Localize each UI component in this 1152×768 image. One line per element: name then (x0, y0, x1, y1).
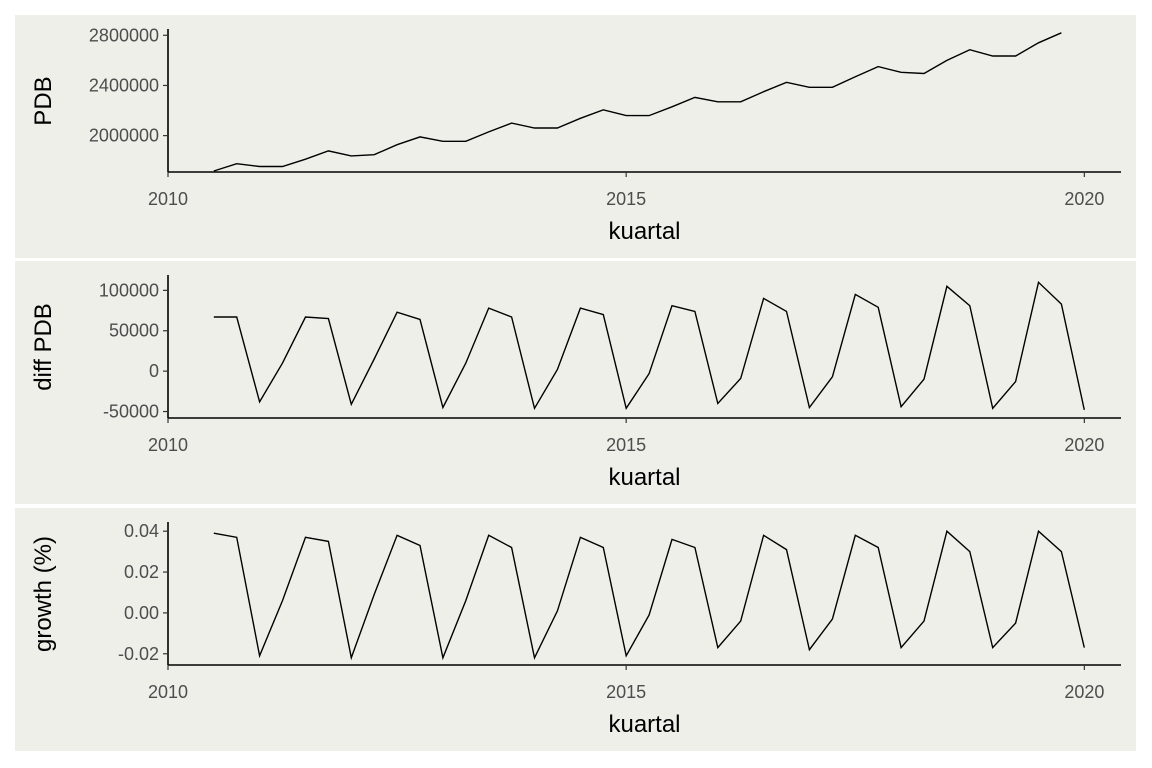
x-tick-label: 2015 (606, 189, 646, 209)
y-axis-title: diff PDB (30, 303, 57, 391)
x-tick-label: 2010 (148, 435, 188, 455)
x-tick-label: 2020 (1064, 682, 1104, 702)
y-tick-label: 2400000 (89, 75, 159, 95)
y-tick-label: 100000 (99, 280, 159, 300)
y-axis-title: PDB (30, 76, 57, 125)
chart-svg: 2010 2015 2020 2000000 2400000 2800000 kuartal… (30, 25, 1121, 245)
x-tick-label: 2010 (148, 682, 188, 702)
chart-svg: 2010 2015 2020 -0.02 0.00 0.02 0.04 kuartal grow… (30, 521, 1121, 738)
x-tick-label: 2010 (148, 189, 188, 209)
y-tick-label: 0.02 (124, 562, 159, 582)
series-line (213, 280, 1085, 411)
series-line (213, 32, 1062, 172)
y-tick-label: -50000 (103, 402, 159, 422)
y-axis-title: growth (%) (30, 536, 57, 652)
x-axis-title: kuartal (608, 711, 680, 738)
chart-svg: 2010 2015 2020 -50000 0 50000 100000 kuartal dif… (30, 275, 1121, 491)
y-tick-label: 0.04 (124, 521, 159, 541)
chart-panel-growth: 2010 2015 2020 -0.02 0.00 0.02 0.04 kuartal grow… (15, 508, 1136, 751)
y-tick-label: 2000000 (89, 126, 159, 146)
x-tick-label: 2020 (1064, 435, 1104, 455)
y-tick-label: 50000 (109, 321, 159, 341)
y-tick-label: 0 (149, 361, 159, 381)
series-line (213, 529, 1085, 661)
chart-panel-diff-pdb: 2010 2015 2020 -50000 0 50000 100000 kuartal dif… (15, 261, 1136, 504)
y-tick-label: 2800000 (89, 25, 159, 45)
x-tick-label: 2015 (606, 682, 646, 702)
x-axis-title: kuartal (608, 218, 680, 245)
x-axis-title: kuartal (608, 464, 680, 491)
y-tick-label: -0.02 (118, 644, 159, 664)
x-tick-label: 2020 (1064, 189, 1104, 209)
y-tick-label: 0.00 (124, 603, 159, 623)
x-tick-label: 2015 (606, 435, 646, 455)
chart-panel-pdb: 2010 2015 2020 2000000 2400000 2800000 kuartal… (15, 15, 1136, 258)
